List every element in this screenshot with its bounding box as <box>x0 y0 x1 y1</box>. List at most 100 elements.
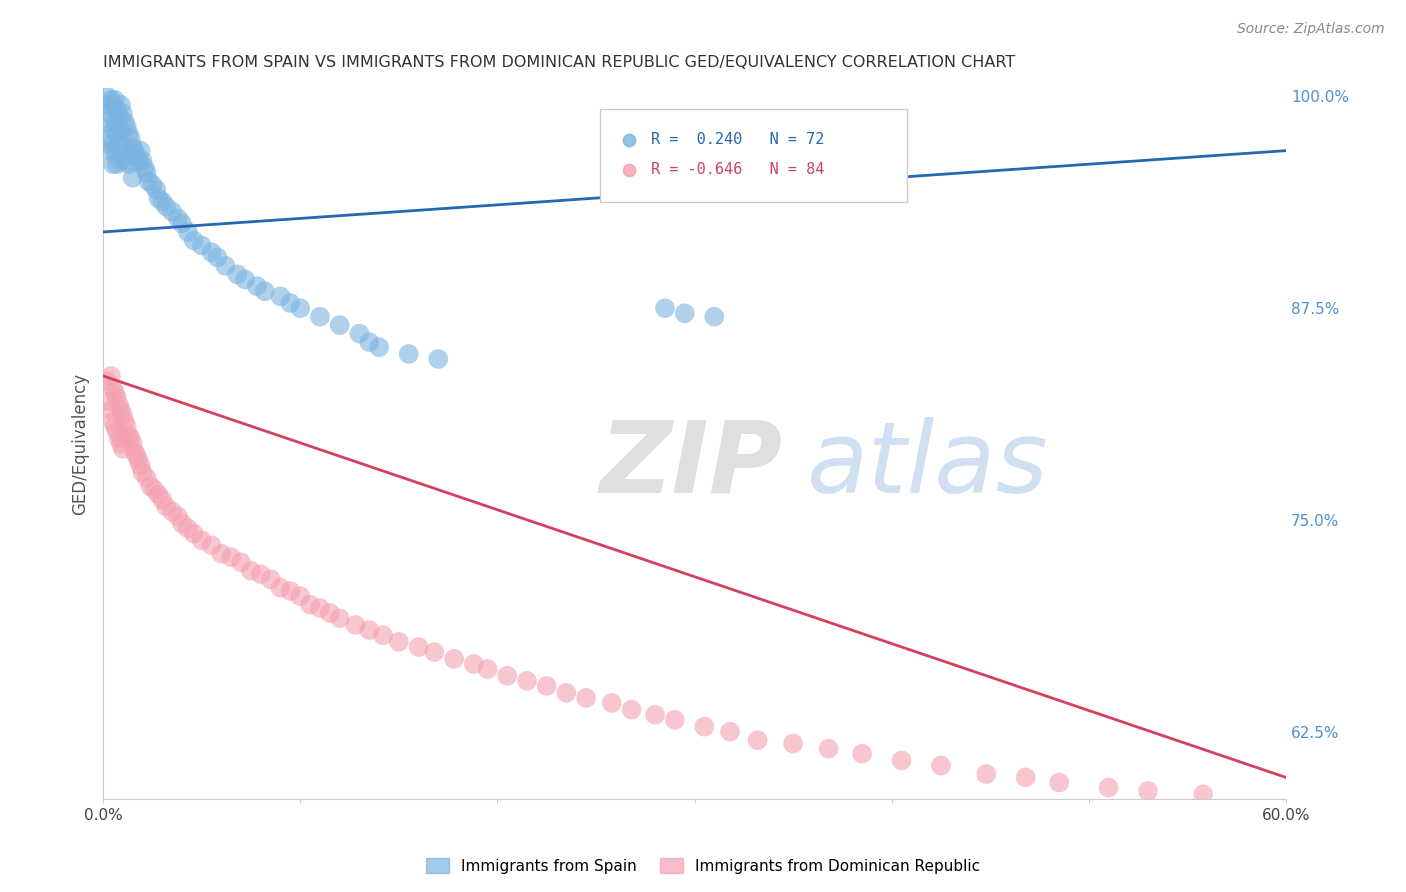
Point <box>110 98 132 112</box>
Point <box>108 398 131 412</box>
Point <box>644 707 666 722</box>
Point <box>536 679 558 693</box>
Point <box>108 432 131 446</box>
Point <box>427 351 450 366</box>
Point <box>110 436 132 450</box>
Point <box>160 204 183 219</box>
Point <box>200 538 222 552</box>
Point <box>121 140 143 154</box>
Point <box>135 166 157 180</box>
Point <box>246 279 269 293</box>
Point <box>111 442 134 456</box>
Point <box>344 618 367 632</box>
Point <box>207 251 229 265</box>
Point <box>575 690 598 705</box>
Point <box>98 132 121 146</box>
Point <box>101 381 124 395</box>
Point <box>270 581 292 595</box>
Point <box>101 415 124 429</box>
Point <box>233 272 256 286</box>
Point <box>240 564 263 578</box>
Point <box>1192 788 1215 802</box>
Text: R = -0.646   N = 84: R = -0.646 N = 84 <box>651 162 824 178</box>
Point <box>101 98 124 112</box>
Point <box>111 408 134 422</box>
Point <box>111 136 134 151</box>
Point <box>124 445 146 459</box>
Point <box>423 645 446 659</box>
Text: Source: ZipAtlas.com: Source: ZipAtlas.com <box>1237 22 1385 37</box>
Point <box>98 144 121 158</box>
Text: atlas: atlas <box>807 417 1049 514</box>
Point <box>108 140 131 154</box>
Point <box>128 153 150 168</box>
Point <box>131 153 153 168</box>
Point <box>110 153 132 168</box>
Point <box>105 391 128 405</box>
Point <box>329 318 352 332</box>
Y-axis label: GED/Equivalency: GED/Equivalency <box>72 373 89 515</box>
Point <box>851 747 873 761</box>
Point <box>477 662 499 676</box>
Point <box>359 623 381 637</box>
Point <box>96 89 118 103</box>
Point <box>183 526 205 541</box>
Point <box>105 103 128 117</box>
Point <box>349 326 371 341</box>
Point <box>124 144 146 158</box>
Point <box>138 174 160 188</box>
Point <box>388 635 411 649</box>
Point <box>120 132 142 146</box>
Point <box>359 334 381 349</box>
Point <box>100 368 122 383</box>
Point <box>319 606 342 620</box>
Point <box>104 93 127 107</box>
Point <box>463 657 485 671</box>
Point <box>114 115 136 129</box>
Point <box>496 669 519 683</box>
Point <box>129 144 152 158</box>
Point <box>214 259 236 273</box>
Point <box>101 157 124 171</box>
Point <box>121 170 143 185</box>
Point <box>1136 784 1159 798</box>
Point <box>290 301 312 316</box>
Point <box>100 93 122 107</box>
Point <box>155 200 177 214</box>
Point <box>134 161 156 175</box>
Point <box>929 758 952 772</box>
Point <box>100 136 122 151</box>
Point <box>125 149 148 163</box>
Point <box>125 449 148 463</box>
Point <box>96 115 118 129</box>
Point <box>98 106 121 120</box>
Point <box>143 483 166 497</box>
Point <box>817 741 839 756</box>
Point <box>128 453 150 467</box>
Point <box>108 110 131 124</box>
Point <box>309 310 332 324</box>
Point <box>111 106 134 120</box>
Point <box>167 211 190 226</box>
Point <box>118 157 141 171</box>
Point <box>309 601 332 615</box>
Point <box>408 640 430 654</box>
Point <box>115 419 138 434</box>
Point <box>890 754 912 768</box>
Point <box>654 301 676 316</box>
Point <box>299 598 322 612</box>
Point <box>226 268 249 282</box>
Point <box>183 234 205 248</box>
Point <box>329 611 352 625</box>
Point <box>177 225 200 239</box>
Point <box>150 492 173 507</box>
Point <box>969 285 991 299</box>
Point <box>974 767 997 781</box>
Point <box>110 123 132 137</box>
Point <box>177 521 200 535</box>
Point <box>141 178 163 192</box>
Point <box>1047 775 1070 789</box>
Point <box>148 191 170 205</box>
Legend: Immigrants from Spain, Immigrants from Dominican Republic: Immigrants from Spain, Immigrants from D… <box>420 852 986 880</box>
Text: ZIP: ZIP <box>600 417 783 514</box>
